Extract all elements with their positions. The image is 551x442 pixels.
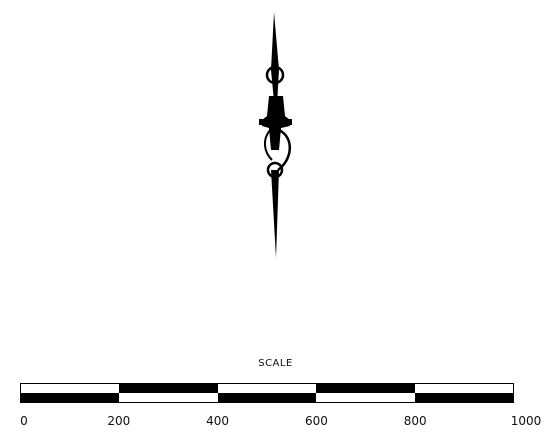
scale-segment-bottom <box>217 393 317 402</box>
scale-segment-bottom <box>414 393 513 402</box>
scale-segment-top <box>21 384 120 393</box>
scale-segment-top <box>316 384 415 393</box>
north-arrow-icon <box>259 12 292 258</box>
scale-tick-label: 1000 <box>510 414 542 428</box>
scale-tick-label: 800 <box>403 414 427 428</box>
scale-segment-top <box>217 384 317 393</box>
scale-bar <box>20 383 514 403</box>
scale-segment-bottom <box>316 393 415 402</box>
scale-segment-top <box>414 384 513 393</box>
scale-segment-top <box>119 384 218 393</box>
scale-segment-bottom <box>119 393 218 402</box>
scale-tick-label: 600 <box>304 414 328 428</box>
scale-title: SCALE <box>258 358 293 369</box>
scale-tick-label: 400 <box>206 414 230 428</box>
scale-tick-label: 0 <box>20 414 28 428</box>
scale-segment-bottom <box>21 393 120 402</box>
scale-tick-label: 200 <box>107 414 131 428</box>
